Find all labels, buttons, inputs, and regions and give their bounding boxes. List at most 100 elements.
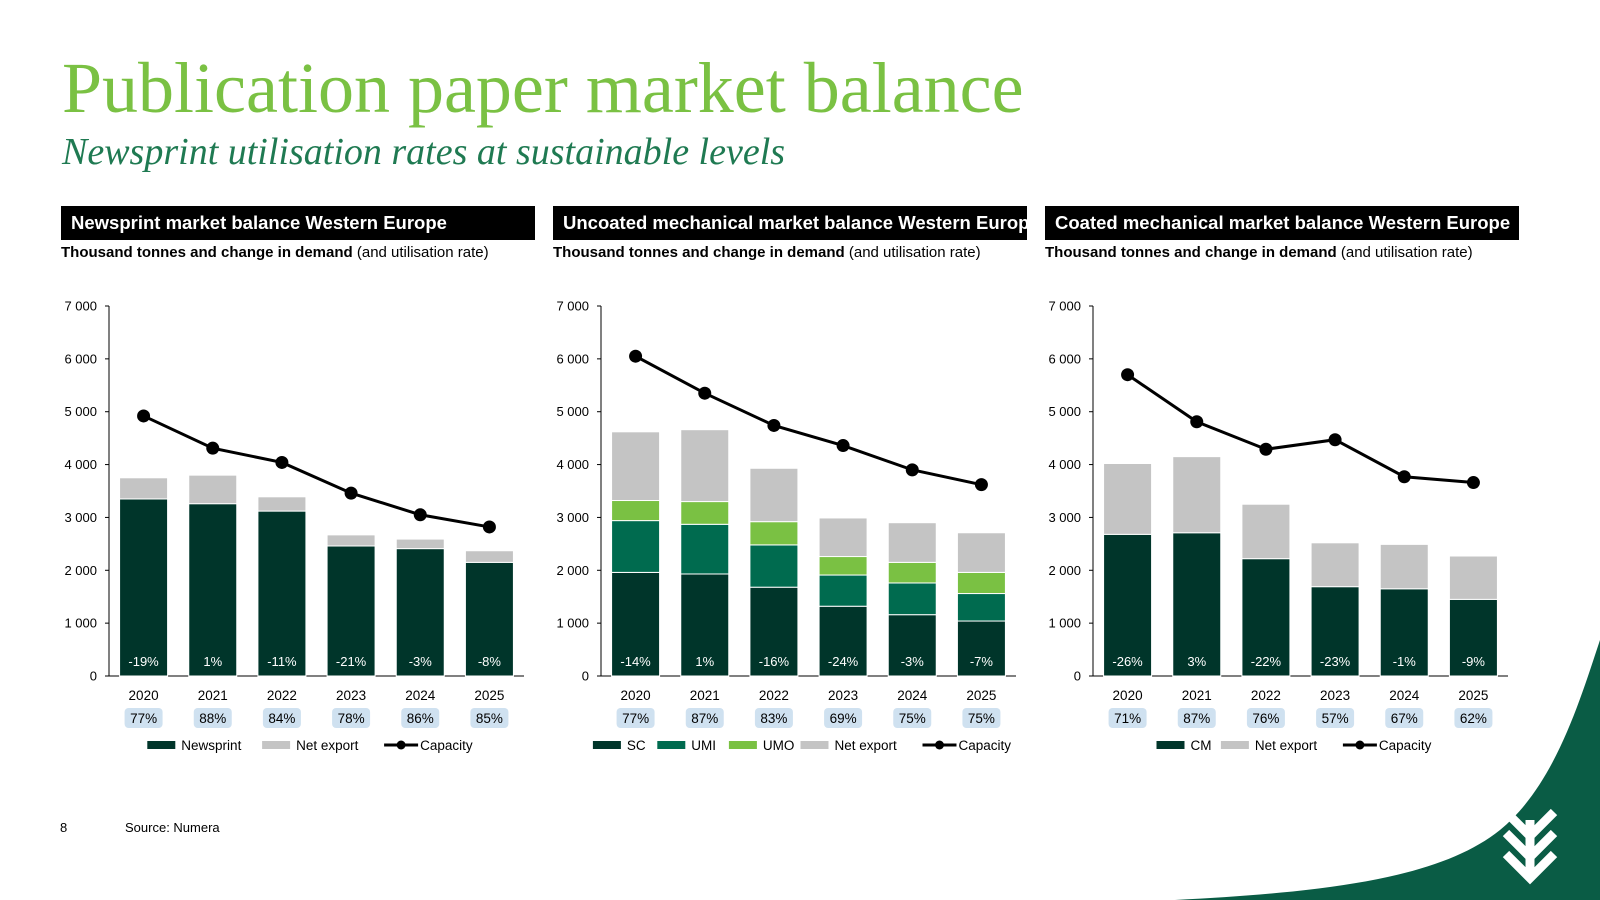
- utilisation-pill: [754, 708, 793, 728]
- y-tick-label: 7 000: [1048, 299, 1081, 314]
- bar-segment-umo: [611, 500, 661, 522]
- utilisation-pill: [1316, 708, 1355, 728]
- chart-uncoated-mechanical: 0 1 000 2 000 3 000 4 000 5 000 6 000 7 000 -14%…: [556, 299, 1016, 753]
- legend-label: Net export: [835, 738, 898, 753]
- legend-label: Capacity: [959, 738, 1012, 753]
- legend-capacity-marker: [935, 740, 944, 750]
- capacity-point: [275, 455, 289, 469]
- legend-label: Capacity: [420, 738, 473, 753]
- bar-segment-cm: [1379, 588, 1429, 677]
- bar-segment-net-export: [749, 467, 799, 523]
- bar-change-label: -23%: [1320, 654, 1351, 669]
- capacity-point: [344, 486, 358, 500]
- page-subtitle: Newsprint utilisation rates at sustainab…: [62, 131, 786, 173]
- legend-capacity-marker: [1355, 740, 1365, 750]
- y-tick-label: 2 000: [556, 563, 589, 578]
- chart-subtitle-normal: (and utilisation rate): [848, 244, 981, 261]
- utilisation-label: 76%: [1252, 711, 1279, 726]
- x-tick-label: 2020: [129, 688, 159, 703]
- bar-change-label: -26%: [1112, 654, 1143, 669]
- utilisation-label: 77%: [130, 711, 157, 726]
- legend-swatch: [1156, 741, 1185, 749]
- bar-segment-sc: [749, 586, 799, 677]
- x-tick-label: 2020: [621, 688, 651, 703]
- bar-change-label: -1%: [1393, 654, 1417, 669]
- bar-change-label: -3%: [409, 654, 433, 669]
- bar-segment-newsprint: [395, 548, 445, 677]
- x-tick-label: 2024: [1389, 688, 1420, 703]
- bar-change-label: -19%: [128, 654, 159, 669]
- bar-change-label: 3%: [1187, 654, 1206, 669]
- y-tick-label: 7 000: [64, 299, 97, 314]
- x-tick-label: 2025: [1458, 688, 1488, 703]
- utilisation-pill: [1246, 708, 1285, 728]
- y-tick-label: 3 000: [64, 510, 97, 525]
- bar-segment-net-export: [1241, 503, 1291, 560]
- bar-segment-umo: [818, 556, 868, 576]
- legend-swatch: [262, 741, 291, 749]
- page-number: 8: [60, 820, 68, 835]
- bar-segment-umo: [749, 521, 799, 546]
- x-tick-label: 2021: [690, 688, 720, 703]
- bar-segment-sc: [680, 573, 730, 677]
- y-tick-label: 4 000: [64, 457, 97, 472]
- utilisation-label: 71%: [1114, 711, 1141, 726]
- chart-coated-mechanical: 0 1 000 2 000 3 000 4 000 5 000 6 000 7 000 -26%…: [1048, 299, 1508, 753]
- y-tick-label: 7 000: [556, 299, 589, 314]
- bar-change-label: -7%: [970, 654, 994, 669]
- chart-subtitle-bold: Thousand tonnes and change in demand: [61, 244, 353, 261]
- bar-segment-umo: [887, 561, 937, 584]
- utilisation-label: 88%: [199, 711, 226, 726]
- utilisation-pill: [893, 708, 932, 728]
- bar-change-label: -9%: [1462, 654, 1486, 669]
- bar-segment-newsprint: [464, 561, 514, 677]
- y-tick-label: 0: [582, 669, 589, 684]
- bar-segment-umi: [680, 523, 730, 575]
- utilisation-pill: [1454, 708, 1493, 728]
- legend-swatch: [728, 741, 757, 749]
- capacity-point: [629, 349, 643, 363]
- y-tick-label: 6 000: [556, 351, 589, 366]
- legend-label: SC: [627, 738, 646, 753]
- chart-panel-newsprint: Newsprint market balance Western Europe …: [61, 206, 535, 776]
- bar-segment-net-export: [1379, 543, 1429, 590]
- capacity-point: [1466, 476, 1480, 490]
- bar-segment-newsprint: [119, 498, 169, 677]
- bar-segment-sc: [611, 571, 661, 677]
- bar-segment-umi: [749, 544, 799, 588]
- bar-change-label: -16%: [759, 654, 790, 669]
- x-tick-label: 2025: [474, 688, 504, 703]
- x-tick-label: 2024: [897, 688, 928, 703]
- utilisation-pill: [685, 708, 724, 728]
- utilisation-label: 57%: [1322, 711, 1349, 726]
- bar-segment-newsprint: [326, 545, 376, 677]
- utilisation-label: 77%: [622, 711, 649, 726]
- bar-segment-umi: [887, 582, 937, 616]
- legend-label: Newsprint: [181, 738, 241, 753]
- capacity-point: [905, 463, 919, 477]
- capacity-point: [206, 441, 220, 455]
- utilisation-pill: [124, 708, 163, 728]
- utilisation-pill: [1108, 708, 1147, 728]
- bar-segment-sc: [956, 620, 1006, 677]
- bar-segment-net-export: [1172, 456, 1222, 534]
- capacity-point: [1397, 470, 1411, 484]
- capacity-point: [1259, 442, 1273, 456]
- bar-segment-umi: [818, 574, 868, 607]
- x-tick-label: 2020: [1113, 688, 1143, 703]
- y-tick-label: 4 000: [556, 457, 589, 472]
- chart-newsprint: 0 1 000 2 000 3 000 4 000 5 000 6 000 7 000 -19%…: [64, 299, 524, 753]
- bar-segment-net-export: [611, 431, 661, 502]
- utilisation-pill: [1177, 708, 1216, 728]
- chart-subtitle-bold: Thousand tonnes and change in demand: [553, 244, 845, 261]
- x-tick-label: 2021: [1182, 688, 1212, 703]
- bar-segment-umo: [680, 501, 730, 525]
- utilisation-pill: [1385, 708, 1424, 728]
- bar-change-label: 1%: [695, 654, 714, 669]
- y-tick-label: 1 000: [1048, 616, 1081, 631]
- bar-segment-net-export: [818, 517, 868, 558]
- x-tick-label: 2022: [759, 688, 789, 703]
- legend-label: CM: [1191, 738, 1212, 753]
- legend-swatch: [147, 741, 176, 749]
